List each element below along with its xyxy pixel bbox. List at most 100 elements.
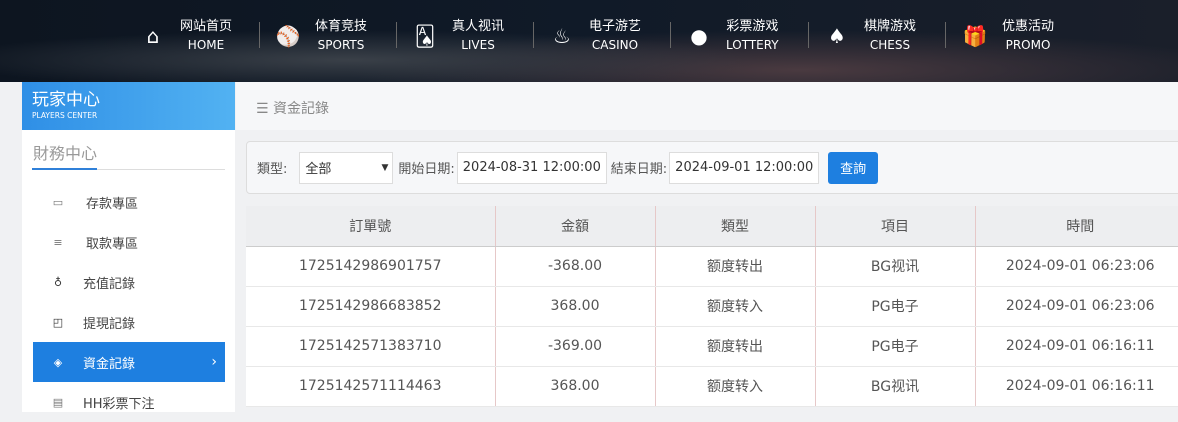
type-select[interactable]: 全部 ▼ bbox=[299, 151, 394, 184]
type-label: 類型: bbox=[257, 162, 288, 177]
nav-sublabel: LIVES bbox=[461, 38, 495, 52]
sidebar-item-recharge-records[interactable]: ♁ 充值記錄 bbox=[33, 262, 225, 302]
breadcrumb: ☰ 資金記錄 bbox=[236, 82, 1178, 130]
sidebar-item-label: 充值記錄 bbox=[83, 276, 136, 292]
sidebar-item-label: 資金記錄 bbox=[83, 356, 136, 372]
section-title: 財務中心 bbox=[32, 140, 225, 170]
table-cell: 1725142986901757 bbox=[246, 246, 496, 287]
divider bbox=[396, 22, 397, 48]
nav-lottery[interactable]: ● 彩票游戏 LOTTERY bbox=[686, 14, 779, 58]
table-cell: 额度转出 bbox=[655, 326, 816, 367]
top-header: ⌂ 网站首页 HOME ⚾ 体育竞技 SPORTS 🂡 真人视讯 LIVES ♨ 电子游艺 CA… bbox=[0, 0, 1178, 82]
balls-icon: ● bbox=[690, 24, 708, 48]
table-row: 1725142571383710 -369.00 额度转出 PG电子 2024-09-0… bbox=[246, 326, 1178, 367]
dropdown-arrow-icon: ▼ bbox=[381, 162, 389, 173]
ball-icon: ⚾ bbox=[275, 24, 301, 48]
cards-icon: 🂡 bbox=[414, 24, 436, 48]
nav-home[interactable]: ⌂ 网站首页 HOME bbox=[140, 14, 232, 58]
nav-chess[interactable]: ♠ 棋牌游戏 CHESS bbox=[824, 14, 916, 58]
sidebar-item-fund-records[interactable]: ◈ 資金記錄 › bbox=[33, 342, 225, 382]
fund-records-table: 訂單號 金額 類型 項目 時間 1725142986901757 -368.00 额… bbox=[246, 206, 1178, 407]
start-date-value: 2024-08-31 12:00:00 bbox=[462, 160, 601, 175]
table-cell: 368.00 bbox=[495, 286, 656, 327]
divider bbox=[533, 22, 534, 48]
type-select-value: 全部 bbox=[305, 162, 332, 177]
nav-label: 优惠活动 bbox=[1002, 19, 1055, 34]
nav-sublabel: SPORTS bbox=[317, 38, 365, 52]
sidebar-item-deposit[interactable]: ▭ 存款專區 bbox=[33, 182, 225, 222]
end-date-input[interactable]: 2024-09-01 12:00:00 bbox=[669, 151, 820, 184]
table-cell: 2024-09-01 06:23:06 bbox=[975, 286, 1178, 327]
money-bag-icon: ♁ bbox=[53, 275, 63, 289]
nav-label: 体育竞技 bbox=[315, 19, 368, 34]
funds-icon: ◈ bbox=[53, 355, 63, 369]
chevron-right-icon: › bbox=[211, 354, 217, 370]
nav-label: 电子游艺 bbox=[589, 19, 642, 34]
end-date-label: 結束日期: bbox=[610, 162, 668, 177]
table-cell: -368.00 bbox=[495, 246, 656, 287]
table-cell: 额度转入 bbox=[655, 366, 816, 407]
table-row: 1725142986901757 -368.00 额度转出 BG视讯 2024-09-0… bbox=[246, 246, 1178, 287]
end-date-value: 2024-09-01 12:00:00 bbox=[675, 160, 814, 175]
divider bbox=[808, 22, 809, 48]
table-cell: BG视讯 bbox=[815, 366, 976, 407]
list-icon: ▤ bbox=[52, 395, 64, 409]
spade-icon: ♠ bbox=[828, 24, 846, 48]
sidebar-item-withdraw[interactable]: ≡ 取款專區 bbox=[33, 222, 225, 262]
start-date-input[interactable]: 2024-08-31 12:00:00 bbox=[456, 151, 607, 184]
divider bbox=[259, 22, 260, 48]
nav-label: 彩票游戏 bbox=[726, 19, 779, 34]
nav-label: 网站首页 bbox=[180, 19, 233, 34]
query-button[interactable]: 查詢 bbox=[828, 151, 879, 184]
nav-sublabel: CHESS bbox=[869, 38, 911, 52]
nav-casino[interactable]: ♨ 电子游艺 CASINO bbox=[549, 14, 641, 58]
nav-label: 棋牌游戏 bbox=[864, 19, 917, 34]
table-cell: 1725142986683852 bbox=[246, 286, 496, 327]
table-cell: PG电子 bbox=[815, 326, 976, 367]
menu-icon: ☰ bbox=[256, 101, 274, 117]
divider bbox=[670, 22, 671, 48]
column-header: 金額 bbox=[495, 206, 656, 247]
sidebar: 玩家中心 PLAYERS CENTER 財務中心 ▭ 存款專區 ≡ 取款專區 ♁ 充值… bbox=[22, 82, 235, 412]
sidebar-subtitle: PLAYERS CENTER bbox=[32, 111, 98, 120]
table-row: 1725142571114463 368.00 额度转入 BG视讯 2024-09-01… bbox=[246, 366, 1178, 407]
filter-bar: 類型: 全部 ▼ 開始日期: 2024-08-31 12:00:00 結束日期: … bbox=[246, 141, 1178, 194]
table-row: 1725142986683852 368.00 额度转入 PG电子 2024-09-01… bbox=[246, 286, 1178, 327]
nav-label: 真人视讯 bbox=[452, 19, 505, 34]
nav-sublabel: PROMO bbox=[1005, 38, 1051, 52]
nav-promo[interactable]: 🎁 优惠活动 PROMO bbox=[962, 14, 1054, 58]
table-cell: 2024-09-01 06:23:06 bbox=[975, 246, 1178, 287]
table-cell: 额度转入 bbox=[655, 286, 816, 327]
start-date-label: 開始日期: bbox=[398, 162, 455, 177]
breadcrumb-text: 資金記錄 bbox=[273, 101, 330, 117]
wallet-icon: ◰ bbox=[52, 315, 64, 329]
nav-lives[interactable]: 🂡 真人视讯 LIVES bbox=[412, 14, 504, 58]
table-cell: 1725142571383710 bbox=[246, 326, 496, 367]
nav-sports[interactable]: ⚾ 体育竞技 SPORTS bbox=[275, 14, 367, 58]
sidebar-item-withdraw-records[interactable]: ◰ 提現記錄 bbox=[33, 302, 225, 342]
home-icon: ⌂ bbox=[146, 24, 160, 48]
sidebar-item-label: HH彩票下注 bbox=[83, 396, 155, 412]
nav-sublabel: LOTTERY bbox=[726, 38, 779, 52]
table-cell: BG视讯 bbox=[815, 246, 976, 287]
sidebar-item-label: 提現記錄 bbox=[83, 316, 136, 332]
sidebar-title: 玩家中心 bbox=[32, 90, 100, 110]
nav-sublabel: CASINO bbox=[591, 38, 639, 52]
sidebar-item-label: 取款專區 bbox=[86, 236, 139, 252]
table-cell: 2024-09-01 06:16:11 bbox=[975, 366, 1178, 407]
column-header: 類型 bbox=[655, 206, 816, 247]
column-header: 時間 bbox=[975, 206, 1178, 247]
table-header-row: 訂單號 金額 類型 項目 時間 bbox=[246, 206, 1178, 247]
nav-sublabel: HOME bbox=[187, 38, 225, 52]
column-header: 項目 bbox=[815, 206, 976, 247]
hand-money-icon: ≡ bbox=[53, 235, 63, 249]
table-cell: 2024-09-01 06:16:11 bbox=[975, 326, 1178, 367]
column-header: 訂單號 bbox=[246, 206, 496, 247]
sidebar-item-label: 存款專區 bbox=[86, 196, 139, 212]
divider bbox=[945, 22, 946, 48]
sidebar-item-hh-lottery[interactable]: ▤ HH彩票下注 bbox=[33, 382, 225, 422]
calculator-icon: ▭ bbox=[52, 195, 64, 209]
table-cell: PG电子 bbox=[815, 286, 976, 327]
sidebar-header: 玩家中心 PLAYERS CENTER bbox=[22, 82, 235, 130]
table-cell: 368.00 bbox=[495, 366, 656, 407]
